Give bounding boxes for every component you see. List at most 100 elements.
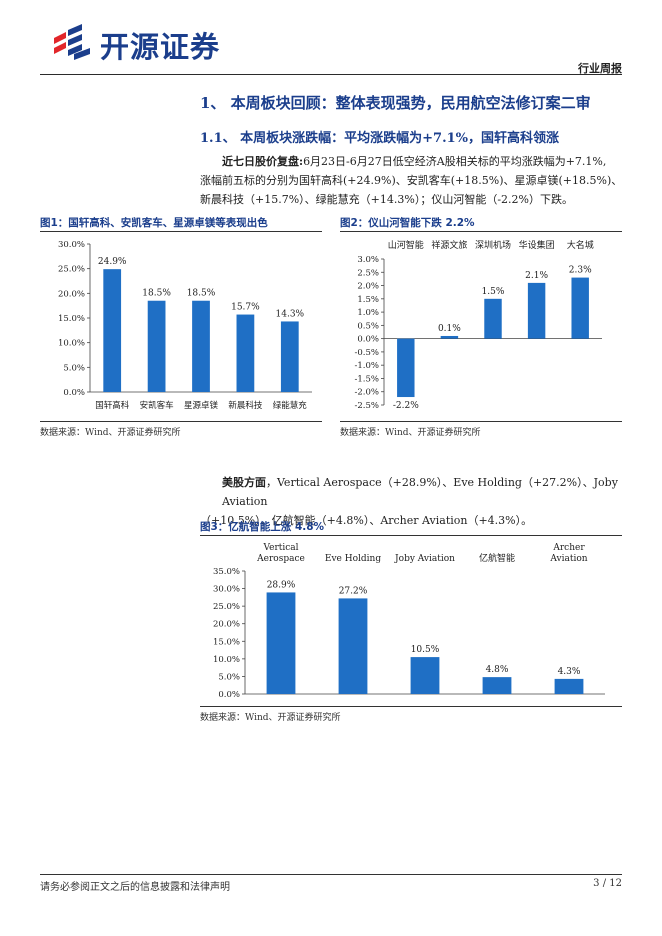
category-label: Vertical Aerospace [256, 543, 305, 564]
y-tick-label: 5.0% [63, 363, 85, 373]
category-label: 深圳机场 [475, 239, 511, 251]
bar [236, 314, 255, 392]
category-label: Joby Aviation [394, 554, 455, 564]
y-tick-label: 30.0% [58, 240, 85, 250]
page-number: 3 / 12 [593, 878, 622, 889]
category-label: 祥源文旅 [431, 239, 467, 251]
footer-disclaimer: 请务必参阅正文之后的信息披露和法律声明 [40, 882, 230, 893]
figure-1-title: 图1：国轩高科、安凯客车、星源卓镁等表现出色 [40, 217, 268, 229]
category-label: 绿能慧充 [273, 400, 308, 411]
y-tick-label: 25.0% [213, 602, 240, 612]
paragraph-line: 美股方面，Vertical Aerospace（+28.9%）、Eve Hold… [200, 473, 630, 511]
paragraph-text: 6月23日-6月27日低空经济A股相关标的平均涨跌幅为+7.1%, [303, 155, 607, 168]
y-tick-label: 15.0% [213, 637, 240, 647]
paragraph-line: 新晨科技（+15.7%）、绿能慧充（+14.3%）；仪山河智能（-2.2%）下跌… [200, 193, 573, 206]
company-logo: 开源证券 [52, 22, 252, 66]
y-tick-label: 15.0% [58, 314, 85, 324]
category-label: 山河智能 [388, 239, 424, 251]
logo-mark-icon [54, 24, 90, 60]
y-tick-label: 1.0% [357, 308, 379, 318]
figure-3-chart: 0.0% 5.0% 10.0% 15.0% 20.0% 25.0% 30.0% 35.0% 28… [213, 543, 605, 700]
y-tick-label: 20.0% [58, 289, 85, 299]
data-label: 24.9% [98, 257, 127, 267]
bar [440, 335, 459, 339]
data-label: 2.3% [569, 266, 592, 276]
paragraph-lead: 近七日股价复盘: [222, 155, 304, 168]
bar [554, 678, 584, 694]
data-label: 1.5% [482, 287, 505, 297]
figure-1-source: 数据来源：Wind、开源证券研究所 [40, 428, 181, 438]
bar [397, 338, 415, 398]
bar [147, 300, 166, 392]
data-label: 0.1% [438, 324, 461, 334]
y-tick-label: 2.5% [357, 268, 379, 278]
data-label: 14.3% [276, 309, 305, 319]
y-tick-label: 1.5% [357, 295, 379, 305]
figure-3-bottom-rule [200, 706, 622, 707]
figure-2-chart: -2.5% -2.0% -1.5% -1.0% -0.5% 0.0% 0.5% 1.0% 1.5… [355, 239, 602, 411]
bar [266, 592, 296, 694]
figure-1-bottom-rule [40, 421, 322, 422]
category-label: 安凯客车 [140, 400, 174, 411]
data-label: 27.2% [339, 586, 368, 596]
bar [103, 269, 122, 392]
paragraph-lead: 美股方面 [222, 476, 266, 489]
category-label: 华设集团 [519, 239, 555, 251]
data-label: 15.7% [231, 303, 260, 313]
y-tick-label: 35.0% [213, 567, 240, 577]
category-label: Archer Aviation [549, 543, 587, 564]
figure-1-rule [40, 231, 322, 232]
section-heading: 1、 本周板块回顾：整体表现强势，民用航空法修订案二审 [200, 94, 591, 112]
category-label: 亿航智能 [479, 552, 515, 564]
bar [410, 657, 440, 694]
y-tick-label: 0.5% [357, 321, 379, 331]
report-type: 行业周报 [578, 62, 622, 75]
data-label: 18.5% [187, 289, 216, 299]
y-tick-label: 20.0% [213, 620, 240, 630]
bar [338, 598, 368, 694]
data-label: 2.1% [525, 271, 548, 281]
figure-1-chart: 0.0% 5.0% 10.0% 15.0% 20.0% 25.0% 30.0% 24.9% 国轩… [58, 240, 312, 411]
bar [527, 282, 546, 339]
category-label: 星源卓镁 [184, 400, 219, 411]
y-tick-label: -2.5% [355, 401, 379, 411]
category-label: Eve Holding [325, 554, 381, 564]
bar [482, 677, 512, 694]
paragraph-us-stocks: 美股方面，Vertical Aerospace（+28.9%）、Eve Hold… [200, 473, 630, 530]
y-tick-label: -1.5% [355, 374, 379, 384]
category-label: 大名城 [567, 239, 594, 251]
y-tick-label: 30.0% [213, 585, 240, 595]
y-tick-label: -0.5% [355, 348, 379, 358]
y-tick-label: 25.0% [58, 265, 85, 275]
y-tick-label: 0.0% [63, 388, 85, 398]
paragraph-text: ，Vertical Aerospace（+28.9%）、Eve Holding（… [222, 476, 618, 508]
bar [571, 277, 589, 339]
y-tick-label: 2.0% [357, 282, 379, 292]
data-label: 28.9% [267, 580, 296, 590]
y-tick-label: 0.0% [218, 690, 240, 700]
header-divider [40, 74, 622, 75]
y-tick-label: 5.0% [218, 672, 240, 682]
category-label: 新晨科技 [228, 400, 263, 411]
paragraph-line: 涨幅前五标的分别为国轩高科(+24.9%)、安凯客车(+18.5%)、星源卓镁(… [200, 174, 623, 187]
data-label: 10.5% [411, 645, 440, 655]
paragraph-line: （+10.5%）、亿航智能（+4.8%）、Archer Aviation（+4.… [200, 514, 533, 527]
y-tick-label: 3.0% [357, 255, 379, 265]
subsection-heading: 1.1、 本周板块涨跌幅：平均涨跌幅为+7.1%，国轩高科领涨 [200, 131, 560, 146]
category-label: 国轩高科 [95, 400, 130, 411]
bar [192, 300, 210, 392]
figure-3-source: 数据来源：Wind、开源证券研究所 [200, 713, 341, 723]
figure-2-rule [340, 231, 622, 232]
y-tick-label: -1.0% [355, 361, 379, 371]
figure-3-title: 图3：亿航智能上涨 4.8% [200, 521, 325, 533]
figure-2-title: 图2：仪山河智能下跌 2.2% [340, 217, 475, 229]
paragraph-line: 近七日股价复盘:6月23日-6月27日低空经济A股相关标的平均涨跌幅为+7.1%… [200, 152, 630, 171]
data-label: 18.5% [142, 289, 171, 299]
figure-2-source: 数据来源：Wind、开源证券研究所 [340, 428, 481, 438]
figure-3-rule [200, 535, 622, 536]
bar [280, 321, 299, 392]
data-label: 4.8% [486, 665, 509, 675]
y-tick-label: 10.0% [58, 339, 85, 349]
logo-text: 开源证券 [100, 30, 221, 64]
y-tick-label: 0.0% [357, 335, 379, 345]
